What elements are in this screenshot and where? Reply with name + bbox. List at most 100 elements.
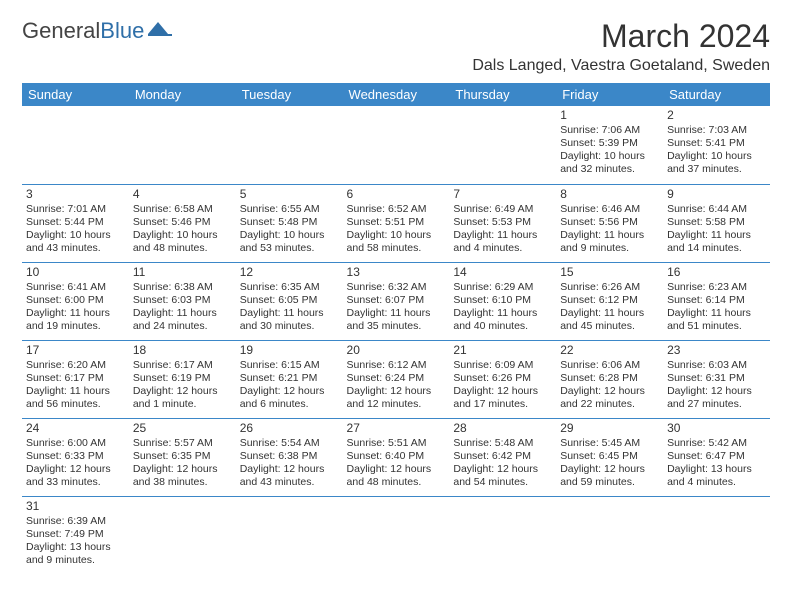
day-number: 5 (240, 187, 339, 202)
weekday-header: Friday (556, 83, 663, 106)
calendar-cell: 23Sunrise: 6:03 AMSunset: 6:31 PMDayligh… (663, 340, 770, 418)
calendar-cell (343, 106, 450, 184)
sunset-text: Sunset: 6:00 PM (26, 294, 125, 307)
sunset-text: Sunset: 6:35 PM (133, 450, 232, 463)
daylight-text: Daylight: 10 hours and 48 minutes. (133, 229, 232, 255)
calendar-cell: 12Sunrise: 6:35 AMSunset: 6:05 PMDayligh… (236, 262, 343, 340)
day-number: 7 (453, 187, 552, 202)
sunrise-text: Sunrise: 6:03 AM (667, 359, 766, 372)
calendar-row: 1Sunrise: 7:06 AMSunset: 5:39 PMDaylight… (22, 106, 770, 184)
calendar-cell: 28Sunrise: 5:48 AMSunset: 6:42 PMDayligh… (449, 418, 556, 496)
daylight-text: Daylight: 12 hours and 6 minutes. (240, 385, 339, 411)
calendar-row: 10Sunrise: 6:41 AMSunset: 6:00 PMDayligh… (22, 262, 770, 340)
calendar-cell (129, 496, 236, 574)
weekday-header: Tuesday (236, 83, 343, 106)
calendar-cell: 6Sunrise: 6:52 AMSunset: 5:51 PMDaylight… (343, 184, 450, 262)
weekday-header: Wednesday (343, 83, 450, 106)
location-text: Dals Langed, Vaestra Goetaland, Sweden (472, 57, 770, 75)
daylight-text: Daylight: 12 hours and 38 minutes. (133, 463, 232, 489)
sunset-text: Sunset: 6:45 PM (560, 450, 659, 463)
calendar-row: 31Sunrise: 6:39 AMSunset: 7:49 PMDayligh… (22, 496, 770, 574)
day-number: 30 (667, 421, 766, 436)
sunrise-text: Sunrise: 6:44 AM (667, 203, 766, 216)
daylight-text: Daylight: 13 hours and 4 minutes. (667, 463, 766, 489)
sunrise-text: Sunrise: 7:06 AM (560, 124, 659, 137)
calendar-cell: 9Sunrise: 6:44 AMSunset: 5:58 PMDaylight… (663, 184, 770, 262)
daylight-text: Daylight: 12 hours and 27 minutes. (667, 385, 766, 411)
weekday-header: Sunday (22, 83, 129, 106)
daylight-text: Daylight: 11 hours and 4 minutes. (453, 229, 552, 255)
calendar-cell (129, 106, 236, 184)
day-number: 22 (560, 343, 659, 358)
sunset-text: Sunset: 6:12 PM (560, 294, 659, 307)
daylight-text: Daylight: 10 hours and 58 minutes. (347, 229, 446, 255)
sunrise-text: Sunrise: 6:49 AM (453, 203, 552, 216)
sunrise-text: Sunrise: 7:03 AM (667, 124, 766, 137)
daylight-text: Daylight: 11 hours and 40 minutes. (453, 307, 552, 333)
daylight-text: Daylight: 10 hours and 37 minutes. (667, 150, 766, 176)
calendar-cell: 26Sunrise: 5:54 AMSunset: 6:38 PMDayligh… (236, 418, 343, 496)
calendar-cell: 14Sunrise: 6:29 AMSunset: 6:10 PMDayligh… (449, 262, 556, 340)
daylight-text: Daylight: 10 hours and 53 minutes. (240, 229, 339, 255)
daylight-text: Daylight: 12 hours and 17 minutes. (453, 385, 552, 411)
sunrise-text: Sunrise: 6:46 AM (560, 203, 659, 216)
sunset-text: Sunset: 6:07 PM (347, 294, 446, 307)
day-number: 11 (133, 265, 232, 280)
sunrise-text: Sunrise: 5:48 AM (453, 437, 552, 450)
daylight-text: Daylight: 11 hours and 9 minutes. (560, 229, 659, 255)
calendar-cell: 4Sunrise: 6:58 AMSunset: 5:46 PMDaylight… (129, 184, 236, 262)
calendar-cell: 3Sunrise: 7:01 AMSunset: 5:44 PMDaylight… (22, 184, 129, 262)
calendar-cell: 7Sunrise: 6:49 AMSunset: 5:53 PMDaylight… (449, 184, 556, 262)
day-number: 2 (667, 108, 766, 123)
day-number: 21 (453, 343, 552, 358)
calendar-table: Sunday Monday Tuesday Wednesday Thursday… (22, 83, 770, 574)
sunset-text: Sunset: 6:38 PM (240, 450, 339, 463)
sunset-text: Sunset: 6:10 PM (453, 294, 552, 307)
day-number: 15 (560, 265, 659, 280)
logo-arrow-icon (148, 19, 174, 37)
calendar-cell: 22Sunrise: 6:06 AMSunset: 6:28 PMDayligh… (556, 340, 663, 418)
sunrise-text: Sunrise: 6:32 AM (347, 281, 446, 294)
calendar-cell: 5Sunrise: 6:55 AMSunset: 5:48 PMDaylight… (236, 184, 343, 262)
calendar-cell: 16Sunrise: 6:23 AMSunset: 6:14 PMDayligh… (663, 262, 770, 340)
calendar-cell: 19Sunrise: 6:15 AMSunset: 6:21 PMDayligh… (236, 340, 343, 418)
sunset-text: Sunset: 6:26 PM (453, 372, 552, 385)
daylight-text: Daylight: 11 hours and 19 minutes. (26, 307, 125, 333)
sunrise-text: Sunrise: 6:41 AM (26, 281, 125, 294)
day-number: 29 (560, 421, 659, 436)
calendar-cell (236, 496, 343, 574)
day-number: 16 (667, 265, 766, 280)
daylight-text: Daylight: 11 hours and 56 minutes. (26, 385, 125, 411)
weekday-header: Monday (129, 83, 236, 106)
calendar-cell: 24Sunrise: 6:00 AMSunset: 6:33 PMDayligh… (22, 418, 129, 496)
day-number: 13 (347, 265, 446, 280)
day-number: 4 (133, 187, 232, 202)
logo: GeneralBlue (22, 18, 174, 44)
calendar-cell: 10Sunrise: 6:41 AMSunset: 6:00 PMDayligh… (22, 262, 129, 340)
sunrise-text: Sunrise: 6:09 AM (453, 359, 552, 372)
day-number: 28 (453, 421, 552, 436)
day-number: 24 (26, 421, 125, 436)
day-number: 12 (240, 265, 339, 280)
daylight-text: Daylight: 11 hours and 51 minutes. (667, 307, 766, 333)
daylight-text: Daylight: 12 hours and 48 minutes. (347, 463, 446, 489)
sunset-text: Sunset: 5:44 PM (26, 216, 125, 229)
sunrise-text: Sunrise: 5:54 AM (240, 437, 339, 450)
sunrise-text: Sunrise: 5:45 AM (560, 437, 659, 450)
sunset-text: Sunset: 5:53 PM (453, 216, 552, 229)
day-number: 31 (26, 499, 125, 514)
sunrise-text: Sunrise: 6:38 AM (133, 281, 232, 294)
daylight-text: Daylight: 12 hours and 12 minutes. (347, 385, 446, 411)
sunrise-text: Sunrise: 6:23 AM (667, 281, 766, 294)
calendar-row: 3Sunrise: 7:01 AMSunset: 5:44 PMDaylight… (22, 184, 770, 262)
sunset-text: Sunset: 6:24 PM (347, 372, 446, 385)
calendar-cell: 2Sunrise: 7:03 AMSunset: 5:41 PMDaylight… (663, 106, 770, 184)
sunrise-text: Sunrise: 6:12 AM (347, 359, 446, 372)
sunset-text: Sunset: 6:31 PM (667, 372, 766, 385)
sunrise-text: Sunrise: 6:58 AM (133, 203, 232, 216)
calendar-cell (663, 496, 770, 574)
sunset-text: Sunset: 6:19 PM (133, 372, 232, 385)
calendar-cell (449, 106, 556, 184)
day-number: 3 (26, 187, 125, 202)
logo-text-2: Blue (100, 18, 144, 44)
